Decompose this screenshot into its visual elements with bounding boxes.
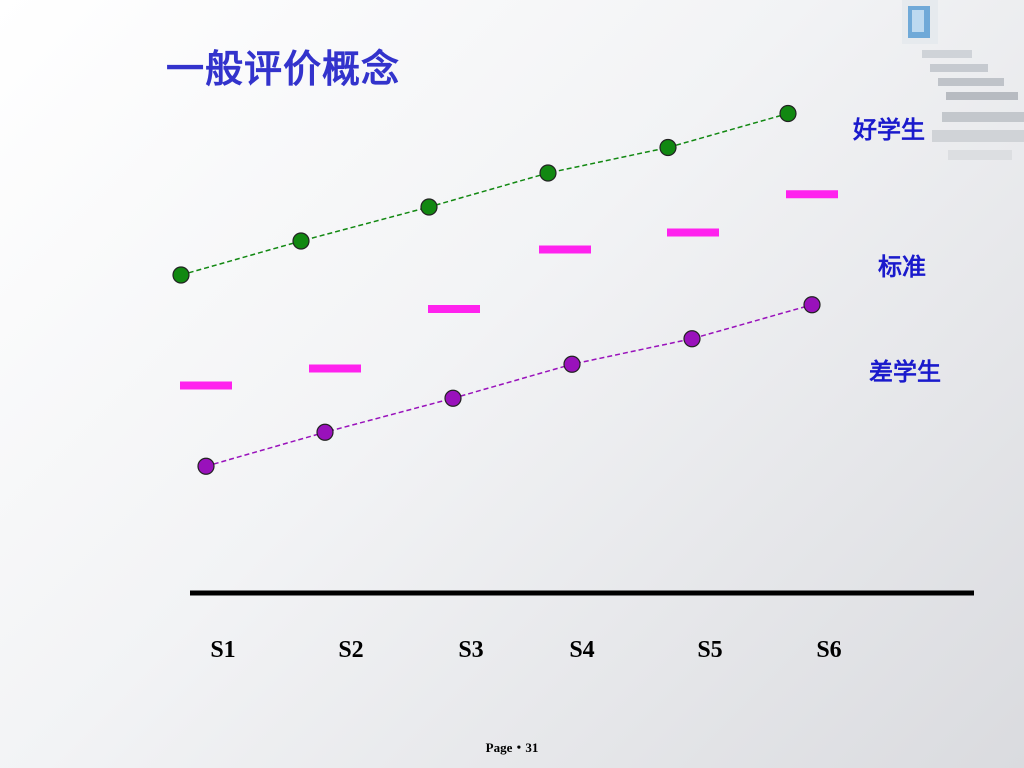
series-label-standard: 标准: [878, 253, 926, 281]
good-student-point: [539, 164, 557, 182]
staircase-decoration: [892, 0, 1024, 170]
x-tick-label: S6: [816, 637, 842, 663]
good-student-point: [779, 104, 797, 123]
standard-dash-mark: [667, 228, 719, 237]
poor-student-point: [803, 296, 821, 314]
poor-student-point: [444, 389, 462, 407]
good-student-point: [172, 266, 190, 284]
standard-dash-mark: [786, 190, 838, 199]
x-tick-label: S2: [338, 637, 364, 663]
x-tick-label: S3: [458, 637, 484, 663]
series-layer: [172, 104, 838, 475]
series-label-good-student: 好学生: [853, 116, 925, 144]
standard-dash-mark: [309, 364, 361, 373]
good-student-point: [659, 138, 677, 157]
series-label-poor-student: 差学生: [869, 358, 941, 386]
x-tick-label: S1: [210, 637, 236, 663]
poor-student-point: [197, 457, 215, 475]
poor-student-trend-line: [205, 304, 813, 467]
standard-dash-mark: [428, 305, 480, 313]
good-student-point: [420, 198, 438, 216]
page-number: Page・31: [485, 740, 539, 755]
slide-title: 一般评价概念: [166, 47, 401, 91]
standard-dash-mark: [539, 245, 591, 254]
poor-student-point: [683, 330, 701, 348]
x-tick-label: S5: [697, 637, 723, 663]
good-student-trend-line: [180, 112, 789, 276]
standard-dash-mark: [180, 381, 232, 390]
x-tick-label: S4: [569, 637, 595, 663]
good-student-point: [292, 232, 310, 250]
poor-student-point: [563, 355, 581, 373]
poor-student-point: [316, 423, 334, 441]
